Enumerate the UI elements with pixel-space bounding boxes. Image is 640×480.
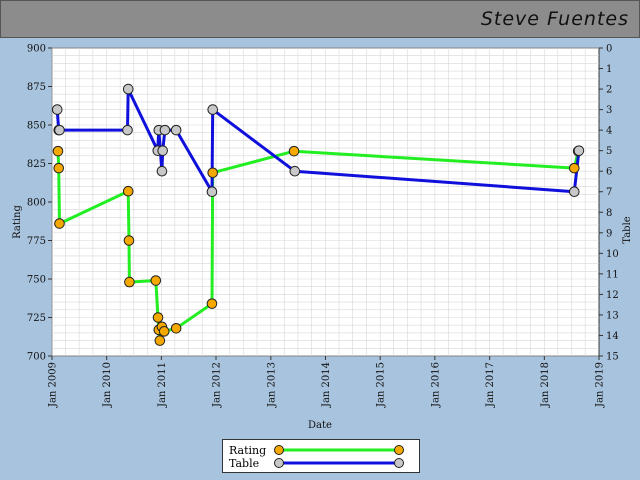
y2-tick-label: 8 [606, 208, 612, 219]
data-point-rating [170, 322, 182, 334]
x-tick-label: Jan 2010 [102, 362, 113, 408]
legend-rating-swatch [274, 445, 404, 455]
data-point-table [122, 83, 134, 95]
y2-tick-label: 10 [606, 249, 619, 260]
y2-tick-label: 9 [606, 228, 612, 239]
y-tick-label: 875 [27, 82, 46, 93]
x-axis-label: Date [308, 420, 332, 431]
x-tick-label: Jan 2017 [485, 362, 496, 408]
player-name: Steve Fuentes [480, 8, 629, 30]
data-point-table [159, 124, 171, 136]
data-point-rating [124, 276, 135, 288]
y2-tick-label: 4 [606, 126, 612, 137]
data-point-table [573, 145, 585, 156]
y-tick-label: 775 [27, 236, 46, 247]
data-point-rating [206, 298, 218, 309]
data-point-table [122, 124, 133, 136]
y-tick-label: 700 [27, 352, 46, 363]
y-tick-label: 800 [27, 198, 46, 209]
y2-tick-label: 12 [606, 290, 619, 301]
legend: Rating Table [222, 439, 420, 473]
series-line-rating [56, 149, 580, 343]
data-point-rating [52, 145, 64, 157]
x-tick-label: Jan 2014 [321, 362, 332, 408]
y2-tick-label: 15 [606, 352, 619, 363]
legend-item-rating: Rating [229, 443, 409, 457]
y2-tick-label: 2 [606, 85, 612, 96]
y2-tick-label: 1 [606, 64, 612, 75]
data-point-table [206, 186, 218, 198]
y-tick-label: 850 [27, 121, 46, 132]
y2-tick-label: 13 [606, 310, 619, 321]
data-point-rating [207, 167, 219, 179]
y2-tick-label: 14 [606, 331, 619, 342]
x-tick-label: Jan 2009 [48, 362, 59, 408]
data-point-table [156, 165, 168, 177]
y-tick-label: 750 [27, 275, 46, 286]
data-point-table [54, 124, 65, 136]
y2-tick-label: 7 [606, 187, 612, 198]
data-point-table [170, 124, 182, 136]
x-tick-label: Jan 2013 [266, 362, 277, 408]
series-layer [51, 83, 585, 346]
y2-axis-label: Table [622, 216, 633, 243]
data-point-rating [568, 162, 580, 174]
y2-tick-label: 3 [606, 105, 612, 116]
x-tick-label: Jan 2018 [540, 362, 551, 408]
x-tick-label: Jan 2011 [157, 362, 168, 408]
data-point-rating [152, 312, 164, 323]
y2-tick-label: 0 [606, 44, 612, 55]
data-point-rating [122, 185, 134, 197]
y2-tick-label: 6 [606, 167, 612, 178]
x-tick-label: Jan 2016 [430, 362, 441, 408]
x-tick-label: Jan 2015 [376, 362, 387, 408]
legend-item-table: Table [229, 456, 409, 470]
data-point-table [51, 104, 63, 115]
y-tick-label: 900 [27, 44, 46, 55]
data-point-table [207, 104, 219, 115]
y2-tick-label: 11 [606, 269, 619, 280]
data-point-rating [158, 326, 170, 337]
data-point-rating [53, 162, 65, 174]
data-point-rating [154, 335, 166, 346]
y-tick-label: 725 [27, 313, 46, 324]
legend-table-label: Table [229, 456, 260, 470]
data-point-table [289, 165, 301, 177]
data-point-rating [54, 218, 65, 229]
y2-tick-label: 5 [606, 146, 612, 157]
y-axis-ticks: 700 725 750 775 800 825 850 875 900 [27, 44, 52, 363]
header-bar: Steve Fuentes [0, 0, 640, 38]
data-point-rating [288, 145, 300, 157]
y-tick-label: 825 [27, 159, 46, 170]
y-axis-label: Rating [12, 205, 23, 239]
legend-table-swatch [274, 458, 404, 468]
legend-rating-label: Rating [229, 443, 267, 457]
x-axis-ticks: Jan 2009 Jan 2010 Jan 2011 Jan 2012 Jan 2013… [48, 356, 606, 408]
series-line-table [55, 87, 581, 194]
grid [51, 47, 599, 357]
data-point-rating [123, 235, 135, 246]
x-tick-label: Jan 2012 [212, 362, 223, 408]
data-point-table [568, 186, 580, 198]
data-point-rating [150, 275, 162, 286]
data-point-table [157, 145, 168, 156]
x-tick-label: Jan 2019 [595, 362, 606, 408]
